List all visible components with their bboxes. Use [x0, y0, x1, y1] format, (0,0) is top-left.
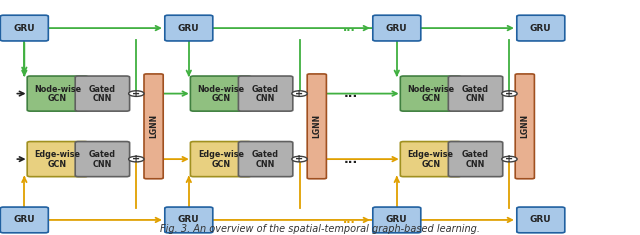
- Text: +: +: [296, 154, 303, 164]
- FancyBboxPatch shape: [448, 76, 503, 111]
- FancyBboxPatch shape: [27, 141, 88, 177]
- Text: Edge-wise: Edge-wise: [35, 150, 81, 159]
- Text: Edge-wise: Edge-wise: [198, 150, 244, 159]
- Text: LGNN: LGNN: [312, 114, 321, 138]
- FancyBboxPatch shape: [76, 141, 129, 177]
- FancyBboxPatch shape: [372, 15, 421, 41]
- Text: LGNN: LGNN: [520, 114, 529, 138]
- FancyBboxPatch shape: [401, 141, 461, 177]
- Circle shape: [502, 91, 517, 96]
- Text: CNN: CNN: [93, 160, 112, 169]
- Text: GCN: GCN: [211, 94, 230, 103]
- Circle shape: [502, 156, 517, 162]
- FancyBboxPatch shape: [307, 74, 326, 179]
- FancyBboxPatch shape: [164, 207, 212, 233]
- FancyBboxPatch shape: [76, 76, 129, 111]
- Text: GCN: GCN: [48, 94, 67, 103]
- Text: CNN: CNN: [93, 94, 112, 103]
- Text: GRU: GRU: [178, 24, 200, 33]
- Text: Gated: Gated: [252, 85, 279, 94]
- Text: LGNN: LGNN: [149, 114, 158, 138]
- FancyBboxPatch shape: [191, 76, 251, 111]
- Text: GRU: GRU: [530, 215, 552, 224]
- Text: Gated: Gated: [89, 85, 116, 94]
- Circle shape: [292, 156, 307, 162]
- Circle shape: [129, 156, 144, 162]
- FancyBboxPatch shape: [0, 207, 49, 233]
- FancyBboxPatch shape: [239, 141, 293, 177]
- Circle shape: [292, 91, 307, 96]
- FancyBboxPatch shape: [517, 207, 564, 233]
- FancyBboxPatch shape: [448, 141, 503, 177]
- Text: Fig. 3. An overview of the spatial-temporal graph-based learning.: Fig. 3. An overview of the spatial-tempo…: [160, 224, 480, 234]
- Text: GCN: GCN: [421, 94, 440, 103]
- Text: GRU: GRU: [386, 24, 408, 33]
- Text: GCN: GCN: [421, 160, 440, 169]
- Text: GCN: GCN: [211, 160, 230, 169]
- FancyBboxPatch shape: [401, 76, 461, 111]
- Text: GCN: GCN: [48, 160, 67, 169]
- Text: Gated: Gated: [462, 150, 489, 159]
- FancyBboxPatch shape: [191, 141, 251, 177]
- Text: ...: ...: [344, 153, 358, 166]
- Text: GRU: GRU: [530, 24, 552, 33]
- Text: Node-wise: Node-wise: [197, 85, 244, 94]
- Text: CNN: CNN: [466, 160, 485, 169]
- Text: ...: ...: [344, 87, 358, 100]
- Text: Node-wise: Node-wise: [34, 85, 81, 94]
- FancyBboxPatch shape: [0, 15, 49, 41]
- Text: Gated: Gated: [89, 150, 116, 159]
- FancyBboxPatch shape: [164, 15, 212, 41]
- Text: CNN: CNN: [466, 94, 485, 103]
- Text: GRU: GRU: [386, 215, 408, 224]
- Text: +: +: [506, 89, 513, 99]
- FancyBboxPatch shape: [27, 76, 88, 111]
- Text: GRU: GRU: [178, 215, 200, 224]
- Text: CNN: CNN: [256, 160, 275, 169]
- Text: Gated: Gated: [462, 85, 489, 94]
- FancyBboxPatch shape: [144, 74, 163, 179]
- Text: +: +: [132, 89, 140, 99]
- FancyBboxPatch shape: [515, 74, 534, 179]
- FancyBboxPatch shape: [239, 76, 293, 111]
- Text: GRU: GRU: [13, 215, 35, 224]
- FancyBboxPatch shape: [372, 207, 421, 233]
- Text: ...: ...: [342, 23, 355, 33]
- FancyBboxPatch shape: [517, 15, 564, 41]
- Text: GRU: GRU: [13, 24, 35, 33]
- Text: ...: ...: [342, 215, 355, 225]
- Text: +: +: [296, 89, 303, 99]
- Circle shape: [129, 91, 144, 96]
- Text: Gated: Gated: [252, 150, 279, 159]
- Text: Edge-wise: Edge-wise: [408, 150, 454, 159]
- Text: +: +: [132, 154, 140, 164]
- Text: +: +: [506, 154, 513, 164]
- Text: Node-wise: Node-wise: [407, 85, 454, 94]
- Text: CNN: CNN: [256, 94, 275, 103]
